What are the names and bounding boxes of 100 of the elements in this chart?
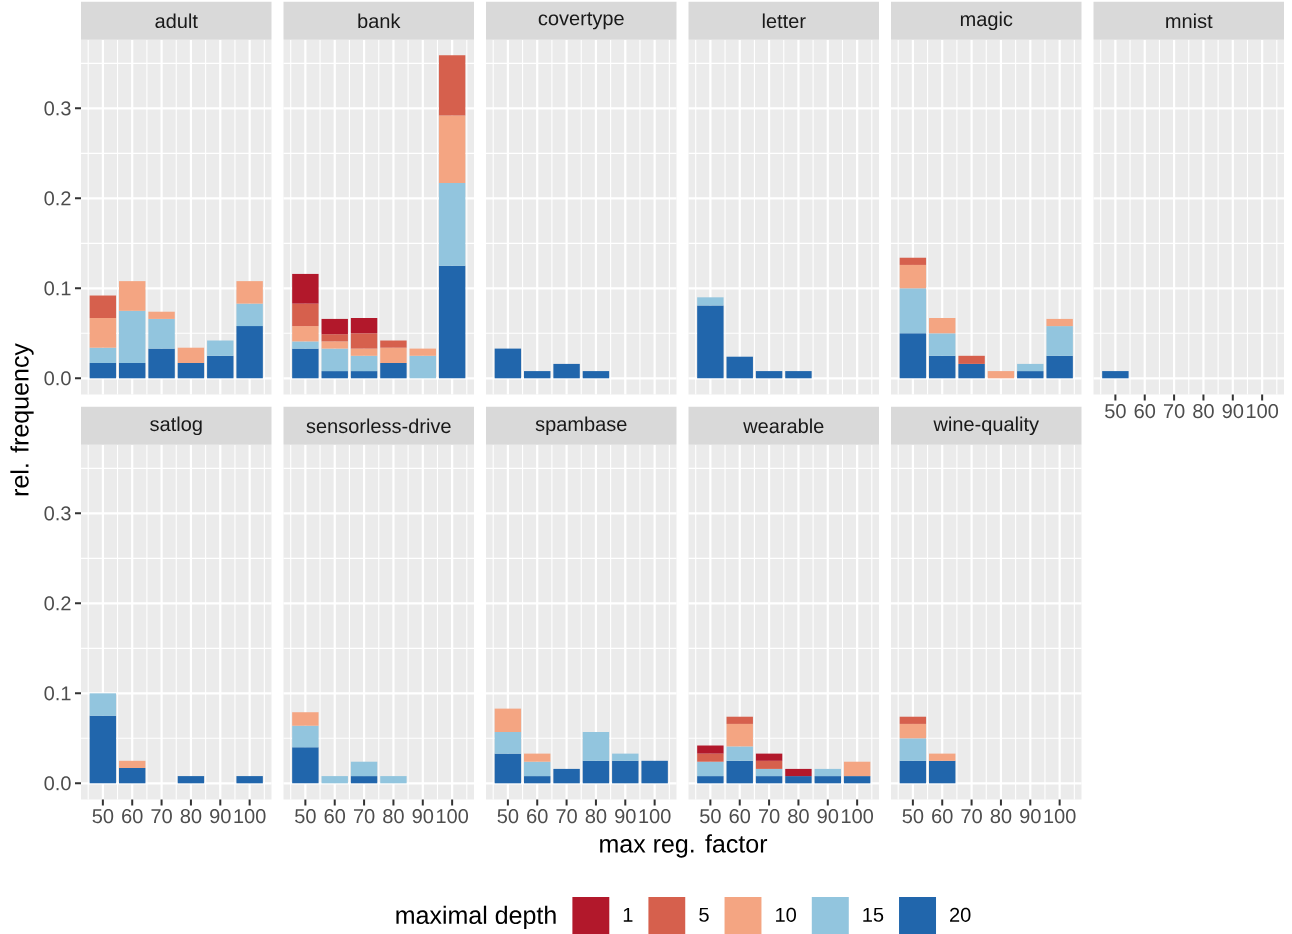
x-tick-label: 90	[1222, 404, 1244, 419]
bar	[785, 768, 812, 777]
bar	[292, 348, 319, 379]
bar	[987, 371, 1015, 379]
bar	[177, 347, 205, 363]
y-axis-title: rel. frequency	[10, 343, 34, 496]
bar	[292, 712, 319, 726]
bar	[1017, 363, 1044, 372]
bar	[1046, 318, 1073, 327]
bar	[612, 753, 639, 761]
x-tick-label: 50	[295, 809, 316, 824]
bar	[958, 363, 985, 379]
x-tick-label: 100	[436, 809, 469, 824]
bar	[321, 776, 348, 784]
chart-title: spambase	[535, 416, 627, 436]
bar	[292, 303, 319, 327]
bar	[726, 356, 753, 379]
bar	[929, 318, 956, 334]
x-tick-label: 100	[234, 809, 266, 824]
bar	[755, 768, 783, 777]
chart-title: bank	[358, 13, 401, 29]
x-tick-label: 70	[151, 809, 172, 824]
bar	[612, 760, 639, 784]
bar	[726, 746, 753, 761]
x-tick-label: 60	[122, 809, 143, 824]
bar	[582, 732, 610, 761]
chart-title: letter	[762, 13, 806, 29]
chart-title: covertype	[538, 12, 624, 30]
x-tick-label: 90	[210, 809, 231, 824]
x-tick-label: 60	[729, 809, 751, 824]
bar	[89, 363, 117, 379]
x-tick-label: 90	[1020, 809, 1041, 824]
x-tick-label: 80	[1193, 404, 1214, 419]
bar	[641, 760, 668, 784]
bar	[899, 760, 927, 784]
bar	[89, 347, 117, 363]
bar	[524, 761, 551, 777]
bar	[843, 776, 871, 784]
bar	[292, 326, 319, 342]
legend-label: 10	[776, 907, 796, 922]
bar	[292, 747, 319, 784]
x-tick-label: 50	[92, 809, 114, 824]
bar	[814, 768, 841, 777]
legend-label: 5	[699, 907, 709, 922]
bar	[350, 355, 378, 372]
bar	[755, 753, 783, 761]
x-tick-label: 90	[412, 809, 434, 824]
y-tick-label: 0.1	[44, 281, 71, 296]
bar	[177, 776, 205, 784]
x-tick-label: 100	[639, 809, 671, 824]
bar	[899, 723, 927, 739]
bar	[697, 753, 724, 762]
x-tick-label: 60	[932, 809, 953, 824]
bar	[292, 341, 319, 349]
bar	[321, 341, 348, 349]
x-tick-label: 80	[585, 809, 607, 824]
y-tick-label: 0.0	[44, 776, 71, 791]
bar	[438, 183, 466, 266]
x-tick-label: 50	[902, 809, 924, 824]
bar	[409, 355, 436, 379]
chart-title: satlog	[150, 416, 202, 436]
bar	[409, 348, 436, 356]
bar	[1046, 326, 1073, 356]
bar	[89, 715, 117, 784]
bar	[697, 305, 724, 379]
x-tick-label: 100	[1246, 404, 1279, 419]
x-tick-label: 100	[841, 809, 874, 824]
bar	[899, 333, 927, 379]
bar	[929, 355, 956, 379]
bar	[236, 303, 263, 327]
bar	[148, 311, 175, 319]
x-tick-label: 80	[990, 809, 1012, 824]
bar	[899, 264, 927, 289]
bar	[553, 768, 580, 784]
bar	[899, 288, 927, 334]
x-tick-label: 70	[961, 809, 982, 824]
x-tick-label: 60	[527, 809, 548, 824]
bar	[119, 768, 146, 784]
y-tick-label: 0.2	[44, 596, 71, 611]
bar	[785, 776, 812, 784]
x-tick-label: 50	[700, 809, 721, 824]
bar	[292, 725, 319, 748]
chart-title: wine-quality	[933, 416, 1039, 436]
chart-title: mnist	[1166, 13, 1213, 29]
bar	[89, 295, 117, 319]
bar	[321, 334, 348, 342]
bar	[380, 776, 407, 784]
bar	[755, 371, 783, 379]
bar	[207, 340, 234, 356]
bar	[697, 745, 724, 754]
bar	[755, 776, 783, 784]
bar	[899, 738, 927, 761]
bar	[929, 333, 956, 356]
bar	[236, 281, 263, 304]
bar	[1046, 355, 1073, 379]
y-tick-label: 0.0	[44, 371, 71, 386]
bar	[350, 761, 378, 777]
bar	[494, 708, 522, 733]
bar	[438, 265, 466, 379]
x-tick-label: 80	[180, 809, 202, 824]
